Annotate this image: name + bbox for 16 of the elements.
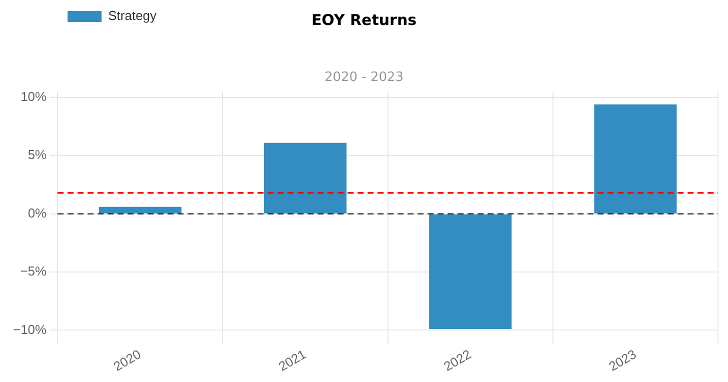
bar: [98, 206, 182, 214]
y-tick-label: −10%: [12, 322, 48, 337]
x-tick-label: 2021: [276, 346, 309, 374]
bar: [264, 142, 347, 214]
bar: [594, 104, 677, 214]
y-tick-label: 10%: [20, 89, 48, 104]
x-tick-label: 2022: [441, 346, 474, 374]
x-tick-label: 2023: [606, 346, 639, 374]
y-tick-label: 0%: [28, 205, 48, 220]
chart-subtitle: 2020 - 2023: [324, 70, 404, 86]
bar: [429, 214, 512, 330]
x-tick-label: 2020: [110, 346, 144, 374]
chart-title: EOY Returns: [311, 10, 417, 29]
legend-label: Strategy: [108, 8, 158, 24]
y-tick-label: 5%: [28, 147, 48, 162]
y-tick-label: −5%: [20, 264, 48, 279]
